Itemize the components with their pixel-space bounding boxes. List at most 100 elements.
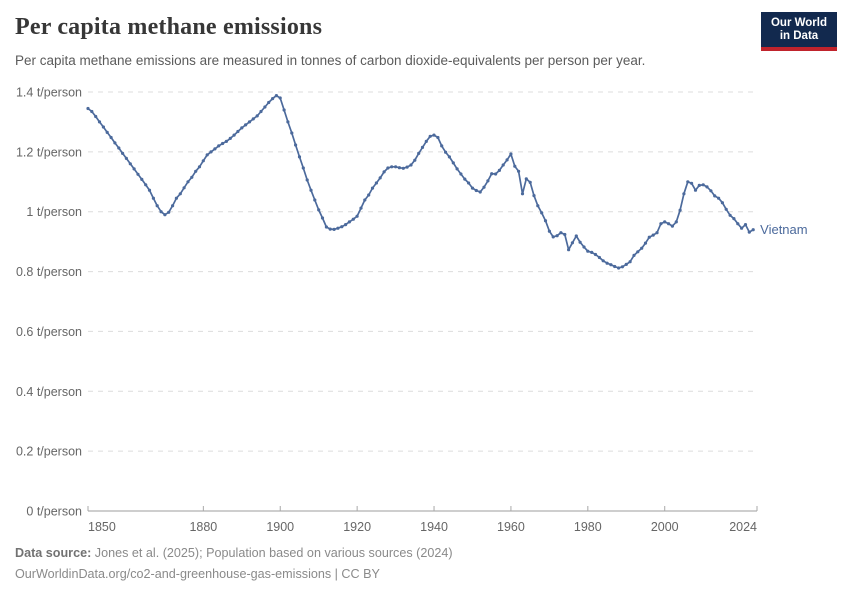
- x-axis-tick-label: 1940: [420, 520, 448, 534]
- data-point-marker: [447, 155, 451, 159]
- data-point-marker: [667, 222, 671, 226]
- data-point-marker: [244, 123, 248, 127]
- data-point-marker: [274, 94, 278, 98]
- data-point-marker: [90, 109, 94, 114]
- data-point-marker: [567, 248, 571, 252]
- y-axis-tick-label: 1.4 t/person: [16, 86, 82, 100]
- data-point-marker: [670, 224, 675, 228]
- data-point-marker: [497, 168, 501, 172]
- data-point-marker: [494, 172, 498, 176]
- data-point-marker: [336, 226, 340, 230]
- data-point-marker: [367, 193, 371, 197]
- y-axis-tick-label: 1.2 t/person: [16, 145, 82, 159]
- data-point-marker: [347, 220, 351, 224]
- x-axis-tick-label: 1850: [88, 520, 116, 534]
- data-point-marker: [340, 225, 344, 229]
- data-point-marker: [490, 172, 494, 176]
- data-point-marker: [501, 163, 505, 167]
- data-point-marker: [320, 216, 325, 220]
- data-point-marker: [555, 234, 559, 238]
- data-point-marker: [297, 155, 302, 159]
- x-axis-tick-label: 2000: [651, 520, 679, 534]
- data-point-marker: [736, 222, 740, 226]
- data-point-marker: [617, 266, 621, 270]
- data-point-marker: [593, 252, 598, 257]
- data-point-marker: [467, 181, 471, 185]
- data-point-marker: [432, 133, 436, 137]
- data-point-marker: [121, 151, 125, 155]
- data-point-marker: [271, 97, 275, 101]
- data-point-marker: [551, 235, 555, 239]
- data-point-marker: [213, 147, 217, 151]
- data-point-marker: [247, 120, 252, 124]
- data-point-marker: [697, 183, 701, 187]
- data-point-marker: [413, 158, 417, 162]
- data-source-line: Data source: Jones et al. (2025); Popula…: [15, 543, 453, 564]
- data-point-marker: [386, 166, 390, 170]
- data-point-marker: [328, 227, 332, 231]
- data-point-marker: [651, 233, 655, 237]
- data-point-marker: [105, 130, 109, 134]
- data-point-marker: [374, 181, 378, 185]
- data-point-marker: [628, 260, 632, 264]
- data-point-marker: [109, 135, 113, 140]
- data-point-marker: [524, 177, 528, 181]
- owid-logo[interactable]: Our World in Data: [761, 12, 837, 51]
- data-point-marker: [278, 96, 282, 100]
- data-point-marker: [536, 204, 540, 208]
- data-point-marker: [451, 161, 455, 165]
- data-point-marker: [305, 178, 309, 182]
- data-point-marker: [717, 196, 721, 200]
- data-point-marker: [124, 156, 128, 160]
- data-point-marker: [682, 192, 686, 196]
- y-axis-tick-label: 0.2 t/person: [16, 445, 82, 459]
- data-point-marker: [186, 180, 190, 184]
- data-point-marker: [444, 150, 448, 154]
- data-point-marker: [228, 136, 232, 140]
- data-point-marker: [197, 165, 202, 169]
- data-point-marker: [517, 169, 521, 173]
- data-point-marker: [255, 114, 259, 118]
- series-label-vietnam: Vietnam: [760, 222, 807, 237]
- data-point-marker: [528, 180, 532, 184]
- data-point-marker: [259, 109, 263, 114]
- data-point-marker: [324, 225, 328, 229]
- data-point-marker: [643, 241, 648, 245]
- data-point-marker: [509, 152, 513, 156]
- data-point-marker: [436, 135, 440, 140]
- data-point-marker: [559, 231, 563, 235]
- data-point-marker: [563, 232, 567, 237]
- data-point-marker: [182, 186, 186, 190]
- data-point-marker: [632, 253, 636, 257]
- data-point-marker: [132, 167, 136, 171]
- license-line: OurWorldinData.org/co2-and-greenhouse-ga…: [15, 567, 380, 581]
- data-point-marker: [590, 250, 594, 254]
- data-point-marker: [144, 183, 148, 187]
- data-point-marker: [201, 159, 205, 163]
- data-point-marker: [178, 192, 182, 196]
- x-axis-tick-label: 1880: [189, 520, 217, 534]
- data-point-marker: [232, 133, 236, 137]
- data-point-marker: [751, 228, 755, 232]
- data-point-marker: [605, 261, 609, 265]
- data-point-marker: [359, 206, 363, 210]
- data-point-marker: [221, 141, 225, 146]
- data-point-marker: [586, 249, 590, 253]
- data-point-marker: [282, 108, 286, 112]
- data-point-marker: [301, 166, 305, 170]
- data-point-marker: [690, 181, 694, 185]
- data-point-marker: [355, 214, 359, 218]
- data-point-marker: [655, 231, 659, 235]
- data-point-marker: [701, 183, 705, 187]
- data-point-marker: [382, 170, 386, 174]
- data-point-marker: [286, 120, 290, 124]
- data-point-marker: [420, 145, 425, 149]
- data-point-marker: [636, 250, 640, 254]
- data-point-marker: [740, 226, 744, 230]
- data-point-marker: [609, 263, 613, 267]
- owid-logo-line1: Our World: [770, 17, 827, 29]
- data-point-marker: [482, 185, 486, 189]
- data-point-marker: [705, 185, 709, 189]
